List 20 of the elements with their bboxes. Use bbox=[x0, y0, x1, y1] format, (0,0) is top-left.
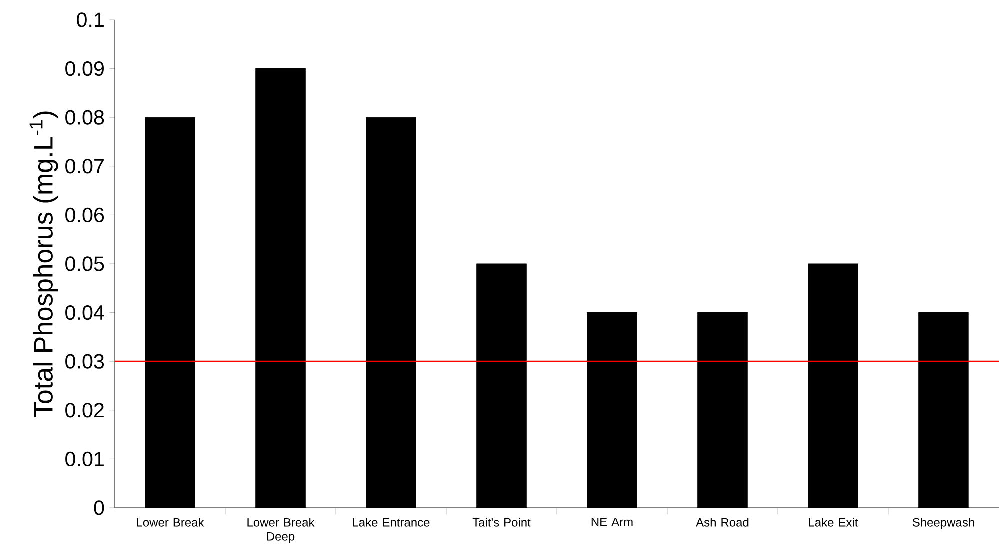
y-tick-label: 0.07 bbox=[66, 159, 104, 174]
y-tick-label: 0.03 bbox=[66, 354, 104, 369]
y-axis-title: Total Phosphorus (mg.L$^{-1}$) bbox=[30, 112, 58, 418]
y-tick-label: 0.04 bbox=[66, 305, 104, 320]
x-tick-label: Lake Exit bbox=[809, 518, 858, 527]
x-tick-label: Lake Entrance bbox=[353, 518, 430, 527]
y-tick-label: 0.09 bbox=[66, 61, 104, 76]
x-tick-label: Lower Break Deep bbox=[248, 518, 315, 544]
x-tick-label: Sheepwash bbox=[912, 518, 974, 530]
x-tick-label: NE Arm bbox=[592, 518, 633, 526]
y-tick-label: 0.08 bbox=[66, 110, 104, 125]
y-tick-label: 0 bbox=[94, 500, 104, 516]
y-tick-label: 0.02 bbox=[66, 403, 104, 418]
x-tick-label: Ash Road bbox=[696, 518, 749, 527]
y-tick-label: 0.1 bbox=[77, 12, 104, 28]
y-tick-label: 0.05 bbox=[66, 256, 104, 272]
y-tick-label: 0.01 bbox=[66, 452, 104, 467]
x-tick-label: Tait's Point bbox=[472, 518, 531, 527]
x-tick-label: Lower Break bbox=[137, 518, 204, 527]
y-tick-label: 0.06 bbox=[66, 208, 104, 223]
